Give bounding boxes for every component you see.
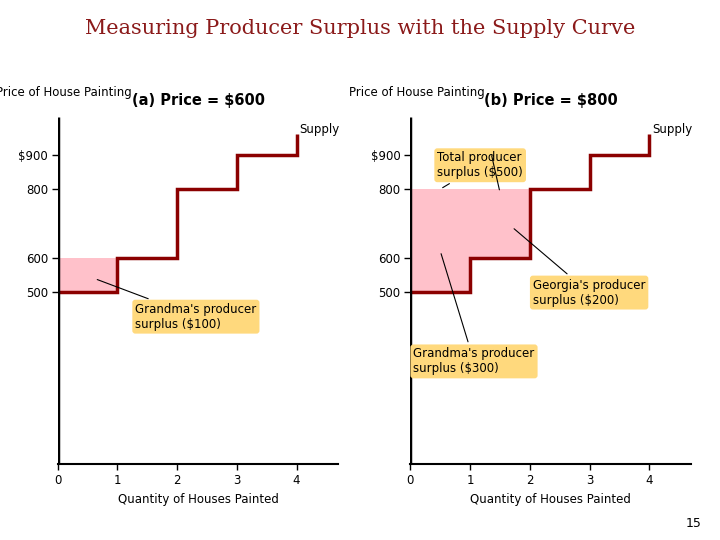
Text: Measuring Producer Surplus with the Supply Curve: Measuring Producer Surplus with the Supp… — [85, 19, 635, 38]
Text: Supply: Supply — [652, 123, 693, 136]
Text: Grandma's producer
surplus ($300): Grandma's producer surplus ($300) — [413, 254, 535, 375]
Bar — [470, 189, 530, 258]
Title: (b) Price = $800: (b) Price = $800 — [484, 93, 618, 108]
Text: Price of House Painting: Price of House Painting — [348, 86, 485, 99]
X-axis label: Quantity of Houses Painted: Quantity of Houses Painted — [470, 492, 631, 505]
Text: Georgia's producer
surplus ($200): Georgia's producer surplus ($200) — [514, 229, 645, 307]
Text: 15: 15 — [686, 517, 702, 530]
Text: Total producer
surplus ($500): Total producer surplus ($500) — [437, 151, 523, 188]
Bar — [58, 258, 117, 292]
Text: Supply: Supply — [300, 123, 340, 136]
Title: (a) Price = $600: (a) Price = $600 — [132, 93, 264, 108]
X-axis label: Quantity of Houses Painted: Quantity of Houses Painted — [117, 492, 279, 505]
Bar — [410, 189, 470, 292]
Text: Grandma's producer
surplus ($100): Grandma's producer surplus ($100) — [97, 280, 256, 330]
Text: Price of House Painting: Price of House Painting — [0, 86, 132, 99]
